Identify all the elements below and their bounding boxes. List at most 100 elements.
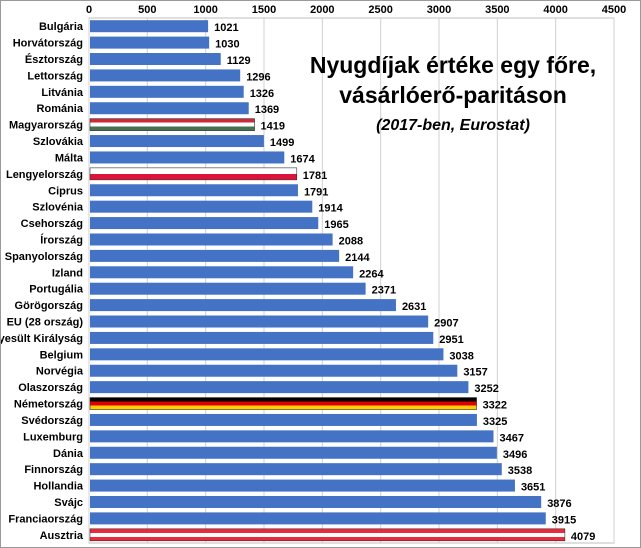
data-label: 4079 bbox=[571, 531, 595, 543]
category-label: Svédország bbox=[21, 415, 83, 427]
category-label: Portugália bbox=[29, 284, 84, 296]
bar bbox=[90, 102, 249, 115]
category-label: Írország bbox=[40, 233, 83, 246]
category-label: Svájc bbox=[54, 497, 83, 509]
data-label: 1296 bbox=[246, 71, 270, 83]
data-label: 2144 bbox=[345, 252, 370, 264]
category-label: Magyarország bbox=[9, 120, 83, 132]
data-label: 2951 bbox=[439, 334, 463, 346]
bar bbox=[90, 315, 429, 328]
data-label: 3467 bbox=[499, 432, 523, 444]
data-label: 2907 bbox=[434, 318, 458, 330]
data-label: 3038 bbox=[449, 350, 473, 362]
category-label: Szlovákia bbox=[33, 136, 84, 148]
bar bbox=[90, 151, 285, 164]
category-label: Dánia bbox=[53, 448, 84, 460]
bar bbox=[90, 413, 477, 426]
x-tick-label: 500 bbox=[138, 4, 156, 16]
bar bbox=[90, 233, 333, 246]
bar bbox=[90, 36, 210, 49]
bar bbox=[90, 249, 340, 262]
bar bbox=[90, 463, 502, 476]
category-label: Litvánia bbox=[41, 87, 83, 99]
x-tick-label: 2500 bbox=[368, 4, 392, 16]
bar bbox=[90, 348, 444, 361]
category-label: EU (28 ország) bbox=[7, 317, 84, 329]
category-label: Luxemburg bbox=[23, 431, 83, 443]
bar bbox=[90, 200, 313, 213]
x-tick-label: 1000 bbox=[193, 4, 217, 16]
bar bbox=[90, 135, 264, 148]
category-label: Románia bbox=[37, 103, 84, 115]
data-label: 1791 bbox=[304, 186, 328, 198]
x-tick-label: 4500 bbox=[602, 4, 626, 16]
category-label: Málta bbox=[55, 152, 84, 164]
chart-title: Nyugdíjak értéke egy főre, bbox=[310, 52, 596, 78]
bar bbox=[89, 167, 298, 181]
data-label: 1326 bbox=[250, 88, 274, 100]
x-tick-label: 3000 bbox=[427, 4, 451, 16]
category-label: Szlovénia bbox=[32, 202, 84, 214]
category-label: Horvátország bbox=[13, 38, 83, 50]
bar bbox=[90, 299, 396, 312]
data-label: 3252 bbox=[474, 383, 498, 395]
category-label: Ausztria bbox=[40, 530, 84, 542]
data-label: 1021 bbox=[214, 22, 238, 34]
bar bbox=[90, 495, 542, 508]
chart-title-line2: vásárlóerő-paritáson bbox=[339, 82, 567, 108]
bar bbox=[90, 430, 494, 443]
bar bbox=[89, 528, 566, 542]
category-label: Belgium bbox=[40, 349, 84, 361]
chart-subtitle: (2017-ben, Eurostat) bbox=[376, 117, 530, 134]
data-label: 3157 bbox=[463, 367, 487, 379]
bar bbox=[90, 512, 546, 525]
category-label: Olaszország bbox=[18, 382, 83, 394]
x-tick-label: 1500 bbox=[252, 4, 276, 16]
bar bbox=[90, 53, 221, 66]
data-label: 3651 bbox=[521, 482, 545, 494]
bar bbox=[90, 479, 515, 492]
category-label: Spanyolország bbox=[5, 251, 83, 263]
bar bbox=[90, 85, 244, 98]
category-label: Lengyelország bbox=[6, 169, 83, 181]
bar bbox=[90, 184, 298, 197]
data-label: 2371 bbox=[372, 285, 396, 297]
data-label: 3325 bbox=[483, 416, 507, 428]
bar bbox=[90, 364, 458, 377]
bar bbox=[90, 266, 354, 279]
category-label: Franciaország bbox=[8, 513, 83, 525]
data-label: 3322 bbox=[483, 400, 507, 412]
bar bbox=[90, 381, 469, 394]
data-label: 3538 bbox=[508, 465, 532, 477]
bar bbox=[90, 331, 434, 344]
data-label: 1129 bbox=[227, 55, 251, 67]
x-tick-label: 0 bbox=[86, 4, 92, 16]
bar bbox=[89, 118, 255, 131]
data-label: 1965 bbox=[324, 219, 348, 231]
category-label: Egyesült Királyság bbox=[1, 333, 83, 345]
data-label: 2088 bbox=[339, 235, 363, 247]
data-label: 1030 bbox=[215, 39, 239, 51]
bar bbox=[89, 397, 477, 410]
bar bbox=[90, 282, 366, 295]
category-label: Csehország bbox=[21, 218, 83, 230]
category-label: Finnország bbox=[24, 464, 83, 476]
category-label: Ciprus bbox=[48, 185, 83, 197]
bar bbox=[90, 20, 209, 33]
data-label: 1419 bbox=[261, 121, 285, 133]
data-label: 1914 bbox=[318, 203, 343, 215]
x-tick-label: 2000 bbox=[310, 4, 334, 16]
data-label: 1369 bbox=[255, 104, 279, 116]
category-label: Izland bbox=[52, 267, 83, 279]
category-label: Németország bbox=[14, 399, 83, 411]
bar bbox=[90, 446, 497, 459]
x-tick-label: 4000 bbox=[543, 4, 567, 16]
x-tick-label: 3500 bbox=[485, 4, 509, 16]
data-label: 1674 bbox=[290, 153, 315, 165]
category-label: Észtország bbox=[25, 53, 83, 66]
data-label: 3915 bbox=[552, 514, 576, 526]
data-label: 3876 bbox=[547, 498, 571, 510]
data-label: 1499 bbox=[270, 137, 294, 149]
